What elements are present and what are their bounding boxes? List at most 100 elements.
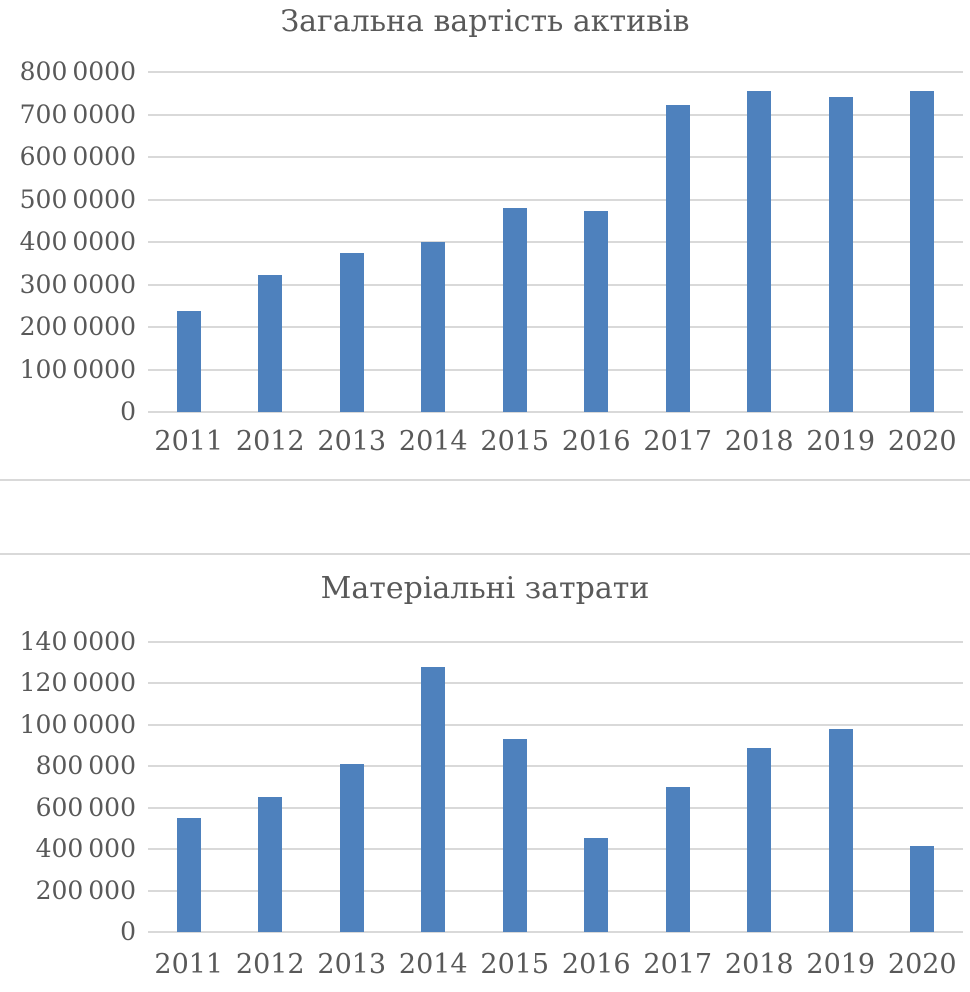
y-tick-label: 300 0000	[19, 269, 136, 299]
x-axis-row: 2011 2012 2013 2014 2015 2016 2017 2018 2019 2020	[148, 424, 963, 460]
gridline	[148, 765, 963, 768]
bar-slot	[800, 72, 882, 412]
y-tick-label: 100 0000	[19, 709, 136, 739]
x-tick-label: 2012	[235, 426, 305, 457]
gridline	[148, 113, 963, 116]
bar-slot	[556, 642, 638, 932]
y-tick-label: 120 0000	[19, 668, 136, 698]
x-tick-label: 2016	[561, 949, 631, 980]
bar-slot	[882, 72, 964, 412]
bar-2011	[176, 310, 201, 412]
x-tick-label: 2018	[724, 426, 794, 457]
bar-2015	[502, 207, 527, 412]
bar-slot	[230, 72, 312, 412]
y-tick-label: 0	[120, 917, 136, 946]
bar-slot	[230, 642, 312, 932]
gridline	[148, 71, 963, 73]
x-tick-label: 2017	[643, 949, 713, 980]
bars-row	[148, 72, 963, 412]
chart-total-assets: Загальна вартість активів 0 100 0000 200 0…	[0, 0, 970, 479]
chart-material-costs: Матеріальні затрати 0 200 000 400 000 600 0…	[0, 555, 970, 992]
y-tick-label: 200 0000	[19, 312, 136, 341]
bar-slot	[556, 72, 638, 412]
x-tick-label: 2017	[643, 426, 713, 457]
bar-slot	[882, 642, 964, 932]
x-tick-label: 2014	[398, 426, 468, 457]
x-tick-label: 2014	[398, 949, 468, 980]
y-tick-label: 600 0000	[19, 142, 136, 171]
x-tick-label: 2018	[724, 949, 794, 980]
bar-2017	[665, 787, 690, 932]
gridline	[148, 848, 963, 851]
bar-slot	[474, 642, 556, 932]
bar-slot	[474, 72, 556, 412]
y-tick-label: 140 0000	[19, 627, 136, 656]
bar-2011	[176, 818, 201, 932]
bar-slot	[393, 72, 475, 412]
chart-title: Матеріальні затрати	[320, 571, 650, 606]
gridline	[148, 641, 963, 643]
bar-slot	[393, 642, 475, 932]
bar-slot	[148, 72, 230, 412]
bar-2016	[584, 210, 609, 412]
bar-2012	[258, 797, 283, 932]
x-tick-label: 2013	[317, 426, 387, 457]
x-tick-label: 2019	[806, 949, 876, 980]
bar-2013	[339, 764, 364, 932]
gridline	[148, 806, 963, 809]
x-axis-row: 2011 2012 2013 2014 2015 2016 2017 2018 2019 2020	[148, 947, 963, 983]
x-tick-label: 2015	[480, 426, 550, 457]
x-tick-label: 2020	[887, 949, 957, 980]
gridline	[148, 198, 963, 201]
y-axis: 0 100 0000 200 0000 300 0000 400 0000 500 000…	[0, 57, 136, 426]
y-tick-label: 400 0000	[19, 227, 136, 256]
bar-slot	[719, 642, 801, 932]
y-axis: 0 200 000 400 000 600 000 800 000 100 0000 120…	[0, 627, 136, 946]
bar-slot	[311, 642, 393, 932]
bar-2017	[665, 105, 690, 412]
y-tick-label: 700 0000	[19, 99, 136, 129]
bar-2019	[828, 729, 853, 932]
gridline	[148, 326, 963, 328]
bar-2016	[584, 837, 609, 932]
x-tick-label: 2015	[480, 949, 550, 980]
chart-title: Загальна вартість активів	[280, 4, 690, 39]
bar-2012	[258, 275, 283, 412]
y-tick-label: 0	[120, 397, 136, 426]
plot-area	[148, 641, 963, 933]
x-tick-label: 2020	[887, 426, 957, 457]
bars-row	[148, 642, 963, 932]
bar-slot	[719, 72, 801, 412]
bar-2020	[910, 846, 935, 932]
bar-2018	[747, 91, 772, 412]
bar-slot	[637, 642, 719, 932]
y-tick-label: 400 000	[35, 834, 136, 864]
gridline	[148, 889, 963, 892]
bar-slot	[800, 642, 882, 932]
y-tick-label: 800 0000	[19, 57, 136, 86]
gridline	[148, 931, 963, 933]
bar-slot	[311, 72, 393, 412]
bar-2014	[421, 241, 446, 412]
bar-slot	[637, 72, 719, 412]
x-tick-label: 2012	[235, 949, 305, 980]
separator-line-top	[0, 479, 970, 481]
bar-2013	[339, 253, 364, 412]
bar-slot	[148, 642, 230, 932]
gridline	[148, 682, 963, 685]
gridline	[148, 723, 963, 726]
bar-2014	[421, 666, 446, 932]
y-tick-label: 200 000	[35, 875, 136, 905]
y-tick-label: 100 0000	[19, 354, 136, 384]
x-tick-label: 2011	[154, 949, 224, 980]
separator-line-bottom	[0, 553, 970, 555]
y-tick-label: 600 000	[35, 792, 136, 822]
gridline	[148, 283, 963, 286]
x-tick-label: 2019	[806, 426, 876, 457]
x-tick-label: 2016	[561, 426, 631, 457]
gridline	[148, 368, 963, 371]
gridline	[148, 156, 963, 158]
x-tick-label: 2013	[317, 949, 387, 980]
gridline	[148, 241, 963, 243]
y-tick-label: 800 000	[35, 751, 136, 781]
